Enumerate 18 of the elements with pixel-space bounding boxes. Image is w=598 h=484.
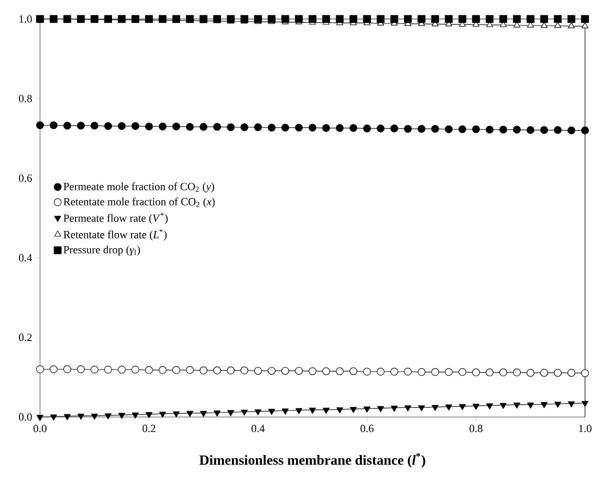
y-tick-label: 0.2	[18, 334, 32, 342]
y-tick-label: 0.6	[18, 174, 32, 182]
x-tick-label: 1.0	[579, 424, 592, 432]
legend-label: Permeate mole fraction of CO$_{2}$ (y)	[64, 182, 214, 192]
y-tick-label: 0.8	[18, 94, 32, 102]
x-axis-title: Dimensionless membrane distance (l$^{*}$)	[199, 453, 426, 468]
x-tick-label: 0.2	[142, 424, 156, 432]
x-tick-label: 0.6	[360, 424, 374, 432]
x-tick-label: 0.4	[252, 424, 265, 432]
x-tick-label: 0.8	[470, 424, 482, 432]
y-tick-label: 0.4	[18, 254, 32, 262]
y-tick-label: 0.0	[18, 413, 32, 421]
x-tick-label: 0.0	[34, 424, 46, 432]
legend-label: Pressure drop (γ$_{l}$)	[64, 246, 140, 256]
legend-label: Permeate flow rate (V$^{*}$)	[64, 212, 168, 224]
legend-label: Retentate flow rate (L$^{*}$)	[64, 229, 167, 241]
legend-label: Retentate mole fraction of CO$_{2}$ (x)	[64, 198, 215, 208]
y-tick-label: 1.0	[20, 15, 32, 23]
